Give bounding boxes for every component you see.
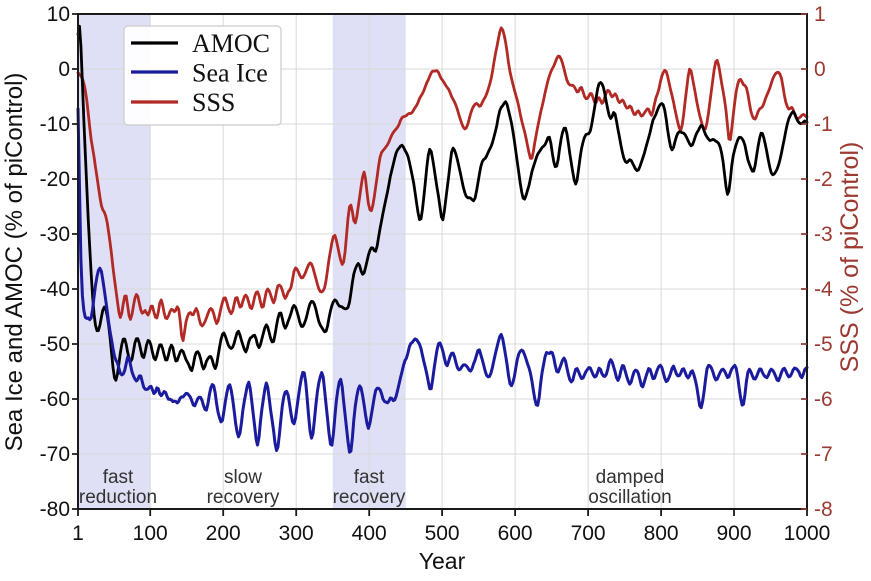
svg-text:fast: fast bbox=[354, 467, 385, 488]
svg-text:-4: -4 bbox=[814, 278, 833, 301]
svg-text:-70: -70 bbox=[40, 443, 70, 466]
svg-text:800: 800 bbox=[644, 522, 679, 545]
svg-text:1: 1 bbox=[814, 3, 826, 26]
svg-text:1: 1 bbox=[72, 522, 84, 545]
svg-text:slow: slow bbox=[224, 467, 262, 488]
svg-text:700: 700 bbox=[571, 522, 606, 545]
svg-text:-20: -20 bbox=[40, 168, 70, 191]
svg-text:0: 0 bbox=[58, 58, 70, 81]
svg-text:-6: -6 bbox=[814, 388, 833, 411]
svg-text:-7: -7 bbox=[814, 443, 833, 466]
svg-text:recovery: recovery bbox=[207, 487, 280, 508]
svg-text:AMOC: AMOC bbox=[192, 29, 270, 58]
svg-text:reduction: reduction bbox=[79, 487, 157, 508]
svg-text:fast: fast bbox=[103, 467, 134, 488]
svg-text:600: 600 bbox=[498, 522, 533, 545]
svg-text:-8: -8 bbox=[814, 498, 833, 521]
svg-text:-40: -40 bbox=[40, 278, 70, 301]
svg-text:-1: -1 bbox=[814, 113, 833, 136]
svg-text:Sea Ice: Sea Ice bbox=[192, 59, 268, 88]
svg-text:-5: -5 bbox=[814, 333, 833, 356]
svg-text:SSS: SSS bbox=[192, 88, 235, 117]
svg-text:-30: -30 bbox=[40, 223, 70, 246]
svg-text:-80: -80 bbox=[40, 498, 70, 521]
svg-text:-60: -60 bbox=[40, 388, 70, 411]
svg-text:-3: -3 bbox=[814, 223, 833, 246]
svg-text:Sea Ice and AMOC (% of piContr: Sea Ice and AMOC (% of piControl) bbox=[1, 73, 28, 452]
svg-text:0: 0 bbox=[814, 58, 826, 81]
svg-text:1000: 1000 bbox=[784, 522, 831, 545]
svg-text:500: 500 bbox=[425, 522, 460, 545]
svg-text:damped: damped bbox=[596, 467, 665, 488]
svg-text:-2: -2 bbox=[814, 168, 833, 191]
svg-text:-50: -50 bbox=[40, 333, 70, 356]
svg-text:900: 900 bbox=[716, 522, 751, 545]
svg-text:200: 200 bbox=[206, 522, 241, 545]
svg-text:oscillation: oscillation bbox=[588, 487, 671, 508]
svg-text:recovery: recovery bbox=[333, 487, 406, 508]
svg-text:10: 10 bbox=[47, 3, 70, 26]
svg-text:-10: -10 bbox=[40, 113, 70, 136]
svg-text:400: 400 bbox=[352, 522, 387, 545]
svg-text:100: 100 bbox=[133, 522, 168, 545]
svg-text:SSS (% of piControl): SSS (% of piControl) bbox=[836, 142, 864, 373]
svg-text:Year: Year bbox=[419, 548, 466, 574]
svg-text:300: 300 bbox=[279, 522, 314, 545]
